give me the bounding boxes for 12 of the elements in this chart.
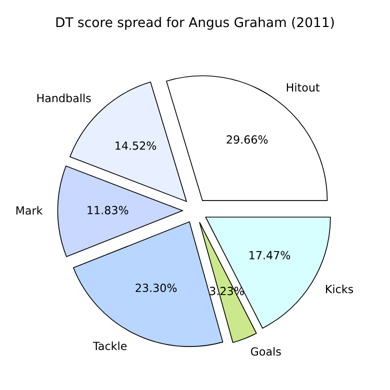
data-label: 17.47%: [250, 250, 290, 260]
slice-label: Kicks: [326, 284, 354, 294]
data-label: 11.83%: [88, 206, 128, 214]
data-label: 14.52%: [116, 141, 156, 150]
chart-title: DT score spread for Angus Graham (2011): [56, 17, 334, 30]
data-label: 23.30%: [136, 284, 177, 292]
slice-label: Hitout: [286, 83, 320, 92]
slice-label: Handballs: [37, 94, 91, 102]
slice-label: Tackle: [92, 342, 127, 350]
slice-label: Mark: [16, 206, 43, 215]
slice-label: Goals: [250, 347, 281, 356]
data-label: 29.66%: [226, 135, 268, 144]
